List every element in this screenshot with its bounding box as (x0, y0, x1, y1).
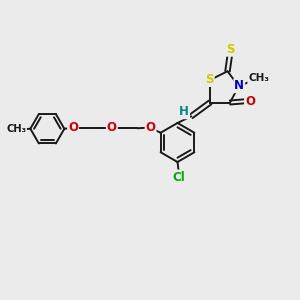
Text: Cl: Cl (173, 170, 186, 184)
Text: S: S (205, 73, 214, 86)
Text: O: O (146, 121, 156, 134)
Text: O: O (107, 121, 117, 134)
Text: S: S (226, 43, 235, 56)
Text: O: O (68, 121, 78, 134)
Text: O: O (245, 95, 255, 108)
Text: CH₃: CH₃ (248, 73, 269, 83)
Text: N: N (234, 79, 244, 92)
Text: CH₃: CH₃ (6, 124, 26, 134)
Text: H: H (179, 105, 189, 118)
